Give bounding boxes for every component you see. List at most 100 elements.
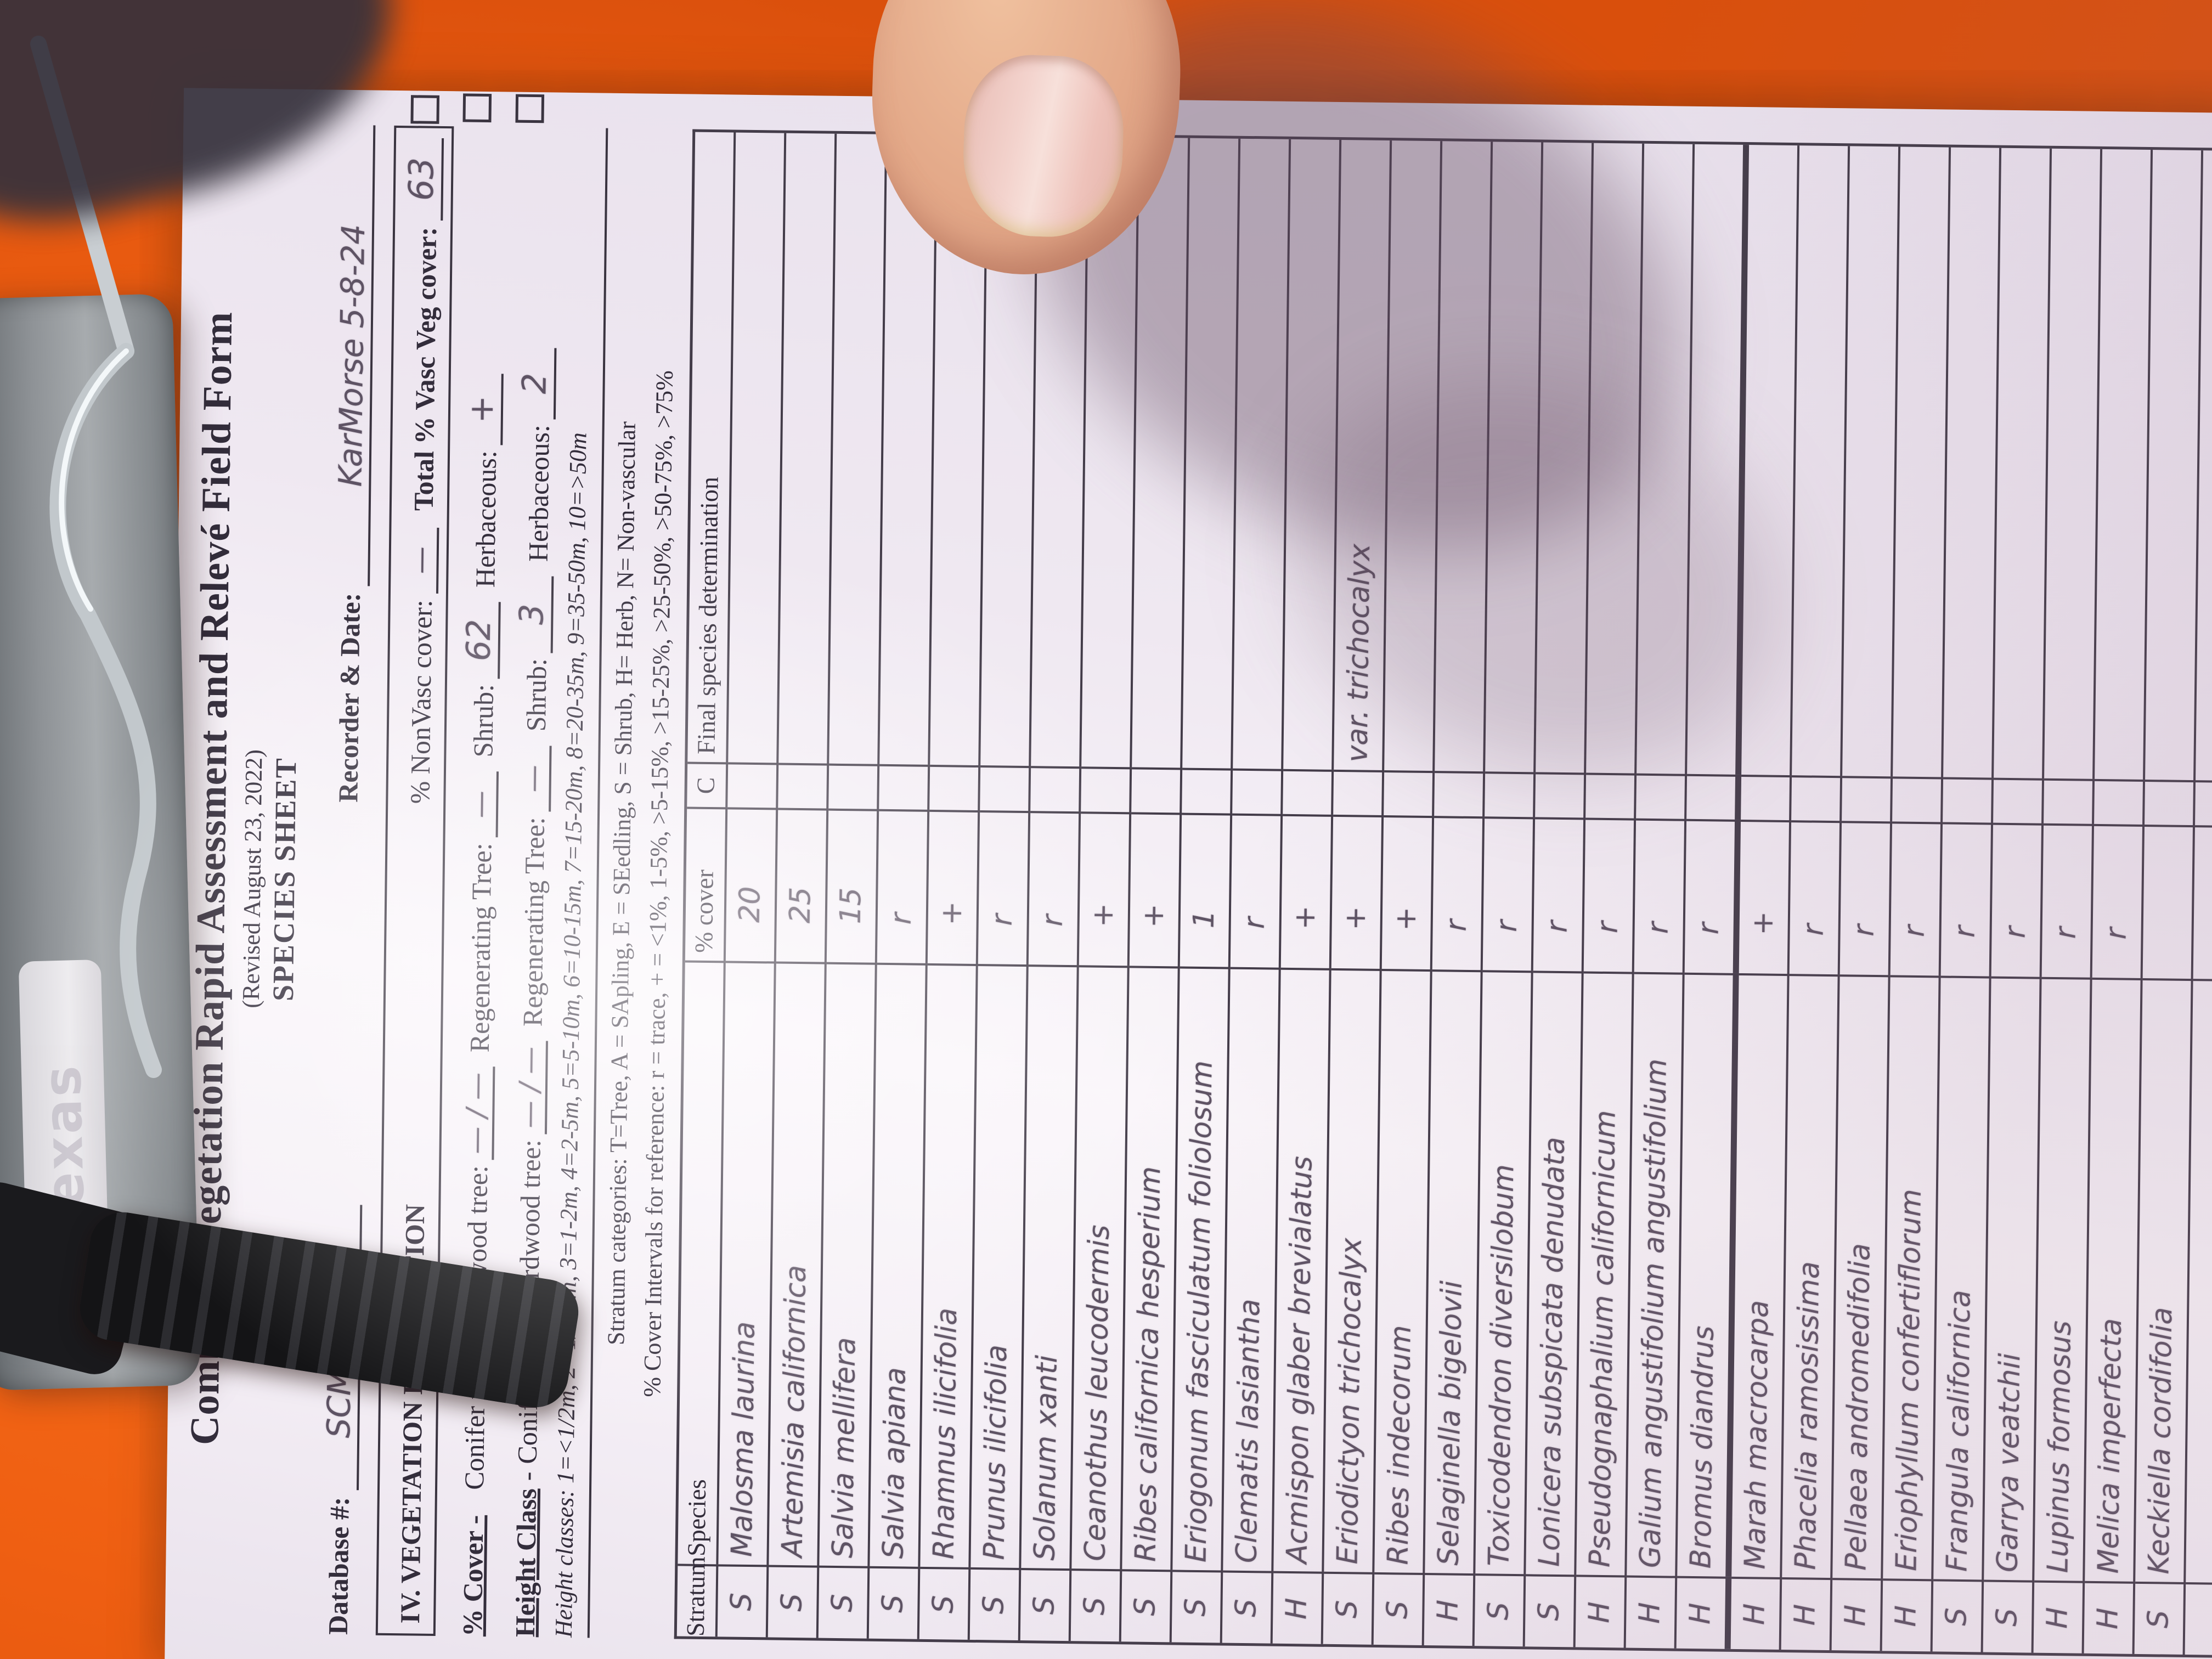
- cell-c: [1842, 776, 1893, 822]
- cell-cover: r: [1482, 816, 1536, 971]
- cell-final: [2145, 150, 2204, 781]
- cell-c: [1434, 771, 1486, 817]
- cell-species: Solanum xanti: [1021, 964, 1079, 1569]
- cell-cover: r: [2041, 823, 2095, 978]
- cell-species: Eriogonum fasciculatum foliolosum: [1172, 966, 1231, 1571]
- cell-stratum: H: [2033, 1580, 2085, 1654]
- cell-stratum: S: [1323, 1571, 1375, 1645]
- database-label: Database #:: [322, 1497, 355, 1635]
- cell-stratum: H: [1626, 1575, 1678, 1649]
- cell-stratum: S: [1121, 1569, 1173, 1643]
- cell-c: [1333, 769, 1385, 816]
- nonvasc-blank: —: [404, 527, 439, 594]
- cell-species: Artemisia californica: [769, 961, 827, 1566]
- thumb-nail: [960, 53, 1126, 240]
- cell-stratum: S: [1932, 1579, 1984, 1652]
- cell-cover: [2193, 825, 2212, 980]
- cell-species: Melica imperfecta: [2085, 977, 2143, 1582]
- cell-species: Clematis lasiantha: [1223, 967, 1281, 1571]
- cell-final: [778, 133, 837, 764]
- cell-stratum: S: [1983, 1579, 2035, 1653]
- cell-stratum: S: [969, 1567, 1022, 1641]
- nonvasc-value: —: [404, 546, 437, 574]
- cover-regen-value: —: [464, 790, 496, 819]
- cell-species: Pellaea andromedifolia: [1832, 974, 1891, 1579]
- cell-species: Lonicera subspicata denudata: [1526, 970, 1584, 1575]
- cell-species: Frangula californica: [1933, 975, 1991, 1580]
- cell-cover: 20: [725, 807, 778, 962]
- cell-cover: r: [1789, 820, 1842, 975]
- cell-cover: r: [1839, 821, 1893, 975]
- height-row-label: Height Class: [509, 1488, 543, 1638]
- height-regen-blank: —: [517, 745, 552, 812]
- cover-herb-blank: +: [462, 373, 504, 445]
- cell-cover: 1: [1180, 812, 1233, 967]
- cover-conifer-blank: — / —: [460, 1066, 495, 1160]
- total-vasc-label: Total % Vasc Veg cover:: [408, 227, 443, 511]
- cover-row-label: % Cover -: [456, 1515, 489, 1637]
- cover-shrub-value: 62: [459, 619, 499, 662]
- cell-c: [1535, 772, 1587, 818]
- cell-c: [1741, 774, 1792, 821]
- cell-stratum: S: [1525, 1574, 1577, 1647]
- column-header-final: Final species determination: [687, 132, 736, 763]
- cell-cover: 25: [776, 808, 829, 962]
- cell-species: Selaginella bigelovii: [1425, 969, 1483, 1574]
- cell-final: [1994, 148, 2052, 778]
- cell-stratum: S: [2134, 1581, 2186, 1655]
- column-header-cover: % cover: [685, 806, 728, 961]
- cover-shrub-label: Shrub:: [467, 684, 499, 758]
- height-herb-value: 2: [515, 373, 554, 394]
- cell-stratum: H: [1781, 1577, 1833, 1651]
- height-shrub-label: Shrub:: [520, 658, 552, 732]
- cell-species: Bromus diandrus: [1677, 972, 1739, 1577]
- cell-c: [1131, 767, 1183, 813]
- cell-cover: +: [1381, 815, 1435, 970]
- cell-c: [2044, 778, 2095, 824]
- cell-c: [1636, 773, 1688, 819]
- cover-regen-blank: —: [464, 771, 499, 838]
- cell-cover: r: [877, 809, 930, 963]
- cell-c: [1283, 769, 1334, 815]
- cell-c: [1081, 766, 1132, 812]
- total-vasc-value: 63: [400, 157, 442, 201]
- checkbox: [462, 93, 492, 123]
- cover-herb-label: Herbaceous:: [470, 450, 503, 588]
- cell-cover: r: [1230, 813, 1283, 968]
- total-vasc-blank: 63: [400, 138, 444, 221]
- cell-c: [1686, 774, 1742, 820]
- cell-final: [1842, 146, 1901, 777]
- cell-stratum: S: [1070, 1568, 1122, 1642]
- cell-cover: r: [1583, 817, 1637, 972]
- cell-cover: +: [1331, 814, 1384, 969]
- cell-cover: +: [927, 809, 980, 964]
- checkbox: [515, 94, 545, 123]
- cell-cover: r: [1028, 811, 1081, 966]
- cell-stratum: [2185, 1582, 2212, 1656]
- cell-c: [2094, 778, 2146, 825]
- height-herb-label: Herbaceous:: [522, 424, 555, 562]
- cell-stratum: H: [2084, 1581, 2136, 1654]
- cell-c: [1993, 777, 2045, 823]
- cell-cover: r: [978, 810, 1031, 965]
- cell-c: [1943, 777, 1994, 823]
- height-conifer-blank: — / —: [512, 1040, 549, 1135]
- cell-species: Keckiella cordifolia: [2135, 978, 2193, 1582]
- column-header-species: Species: [678, 960, 726, 1565]
- height-shrub-value: 3: [512, 603, 551, 625]
- cell-cover: [2142, 824, 2196, 979]
- cell-species: Ribes indecorum: [1374, 969, 1432, 1573]
- cell-c: [1585, 772, 1637, 819]
- height-regen-value: —: [517, 764, 550, 793]
- cell-species: Salvia apiana: [870, 962, 928, 1567]
- cell-cover: +: [1129, 812, 1182, 967]
- cell-species: Malosma laurina: [718, 961, 776, 1565]
- height-herb-blank: 2: [515, 347, 557, 420]
- cell-c: [1232, 768, 1284, 814]
- cell-stratum: S: [1373, 1572, 1425, 1646]
- cell-species: Prunus ilicifolia: [970, 964, 1029, 1568]
- cover-intervals-note: % Cover Intervals for reference: r = tra…: [639, 370, 678, 1397]
- cell-stratum: S: [717, 1564, 769, 1638]
- cell-species: Garrya veatchii: [1984, 976, 2042, 1581]
- cell-species: Acmispon glaber brevialatus: [1273, 967, 1331, 1572]
